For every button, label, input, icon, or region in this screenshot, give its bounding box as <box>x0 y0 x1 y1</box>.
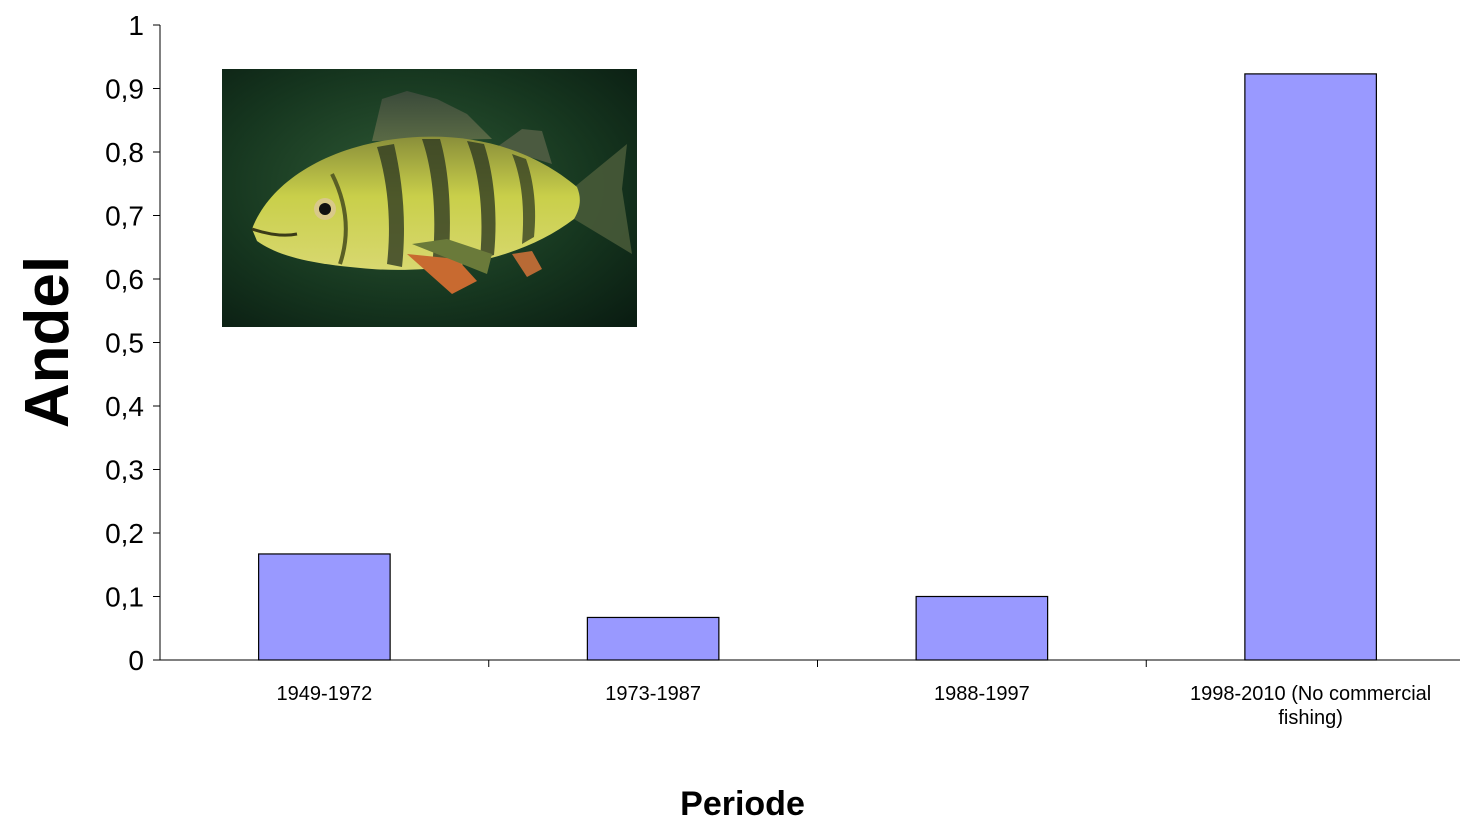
y-tick-label: 0,5 <box>105 328 144 359</box>
y-tick-label: 0,9 <box>105 74 144 105</box>
y-tick-label: 0,1 <box>105 582 144 613</box>
y-tick-label: 1 <box>128 10 144 41</box>
x-tick-label: 1998-2010 (No commercial fishing) <box>1190 683 1431 729</box>
y-axis-label: Andel <box>13 256 82 428</box>
x-tick-label: 1988-1997 <box>934 683 1030 705</box>
bar <box>586 616 720 661</box>
x-tick-label: 1949-1972 <box>277 683 373 705</box>
y-tick-label: 0,4 <box>105 391 144 422</box>
x-tick-label: 1973-1987 <box>605 683 701 705</box>
y-tick-label: 0 <box>128 645 144 676</box>
y-tick-label: 0,6 <box>105 264 144 295</box>
bar <box>1244 73 1377 661</box>
y-tick-label: 0,3 <box>105 455 144 486</box>
perch-fish-photo <box>222 69 637 327</box>
x-axis-label: Periode <box>680 785 805 821</box>
y-tick-label: 0,7 <box>105 201 144 232</box>
y-tick-label: 0,8 <box>105 137 144 168</box>
y-tick-label: 0,2 <box>105 518 144 549</box>
bar <box>915 595 1049 661</box>
bar <box>258 553 391 661</box>
